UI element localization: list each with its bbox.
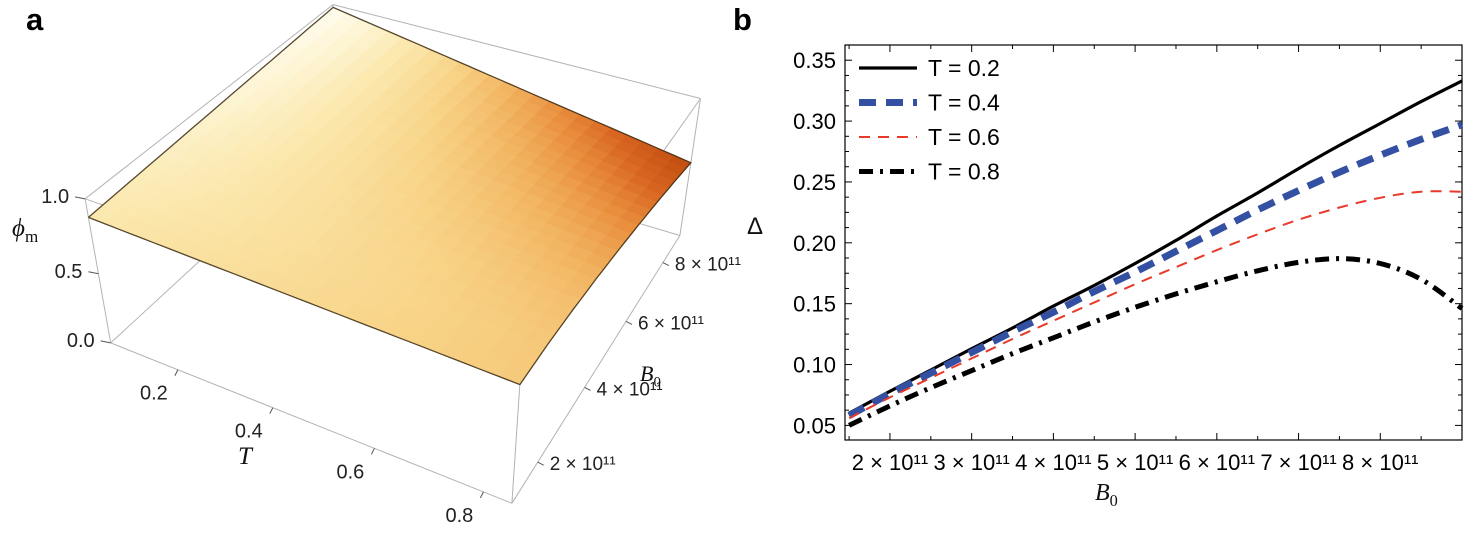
svg-text:2 × 10¹¹: 2 × 10¹¹ — [550, 454, 616, 475]
t-axis-label: T — [238, 443, 252, 470]
svg-text:6 × 10¹¹: 6 × 10¹¹ — [638, 313, 704, 334]
svg-text:8 × 10¹¹: 8 × 10¹¹ — [675, 255, 741, 276]
svg-text:0.10: 0.10 — [793, 353, 836, 378]
svg-text:0.20: 0.20 — [793, 231, 836, 256]
svg-text:7 × 10¹¹: 7 × 10¹¹ — [1260, 450, 1336, 475]
svg-text:6 × 10¹¹: 6 × 10¹¹ — [1179, 450, 1255, 475]
b0-axis-label-panel-a: B0 — [640, 363, 661, 390]
axis-tick-labels: 0.2 0.4 0.6 0.8 2 × 10¹¹ 4 × 10¹¹ 6 × 10¹¹ 8 × … — [41, 186, 741, 527]
axis-ticks — [74, 196, 670, 499]
ticks — [845, 45, 1462, 440]
svg-text:2 × 10¹¹: 2 × 10¹¹ — [852, 450, 928, 475]
phi-m-axis-label: ϕm — [12, 216, 38, 245]
svg-text:1.0: 1.0 — [41, 186, 69, 208]
svg-text:0.0: 0.0 — [67, 330, 95, 352]
line-plot-panel-b: 2 × 10¹¹ 3 × 10¹¹ 4 × 10¹¹ 5 × 10¹¹ 6 × 10¹¹… — [793, 44, 1464, 475]
svg-text:0.35: 0.35 — [793, 48, 836, 73]
delta-axis-label: Δ — [747, 213, 764, 240]
b0-axis-label-panel-b: B0 — [1095, 481, 1118, 509]
svg-text:0.30: 0.30 — [793, 109, 836, 134]
surface-edge — [87, 6, 692, 386]
phi-subscript: m — [24, 227, 39, 246]
tick-labels: 2 × 10¹¹ 3 × 10¹¹ 4 × 10¹¹ 5 × 10¹¹ 6 × 10¹¹… — [793, 48, 1418, 475]
svg-text:8 × 10¹¹: 8 × 10¹¹ — [1342, 450, 1418, 475]
svg-text:5 × 10¹¹: 5 × 10¹¹ — [1097, 450, 1173, 475]
legend-label: T = 0.4 — [928, 90, 1000, 116]
b-symbol: B — [640, 361, 654, 386]
svg-text:3 × 10¹¹: 3 × 10¹¹ — [933, 450, 1009, 475]
svg-text:0.25: 0.25 — [793, 170, 836, 195]
svg-text:0.05: 0.05 — [793, 413, 836, 438]
panel-b-label: b — [733, 2, 752, 37]
b-subscript: 0 — [1109, 490, 1118, 510]
panel-a-label: a — [26, 2, 44, 37]
series-T=0.8 — [848, 256, 1464, 428]
svg-text:0.8: 0.8 — [445, 505, 473, 527]
svg-text:4 × 10¹¹: 4 × 10¹¹ — [1015, 450, 1091, 475]
legend-label: T = 0.8 — [928, 159, 1000, 185]
series-T=0.6 — [848, 190, 1463, 419]
svg-text:0.2: 0.2 — [140, 383, 168, 405]
legend: T = 0.2 T = 0.4 T = 0.6 T = 0.8 — [859, 55, 1000, 185]
phi-symbol: ϕ — [12, 215, 25, 242]
legend-label: T = 0.6 — [928, 124, 1000, 150]
series-T=0.4 — [847, 121, 1464, 419]
svg-text:4 × 10¹¹: 4 × 10¹¹ — [597, 379, 663, 400]
surface — [87, 6, 692, 386]
surface-plot-panel-a: 0.2 0.4 0.6 0.8 2 × 10¹¹ 4 × 10¹¹ 6 × 10¹¹ 8 × … — [41, 4, 741, 527]
svg-text:0.6: 0.6 — [336, 461, 364, 483]
b-subscript: 0 — [653, 374, 661, 391]
svg-text:0.5: 0.5 — [55, 261, 83, 283]
b-symbol: B — [1095, 480, 1110, 506]
svg-text:0.4: 0.4 — [235, 421, 263, 443]
svg-text:0.15: 0.15 — [793, 292, 836, 317]
legend-label: T = 0.2 — [928, 55, 1000, 81]
